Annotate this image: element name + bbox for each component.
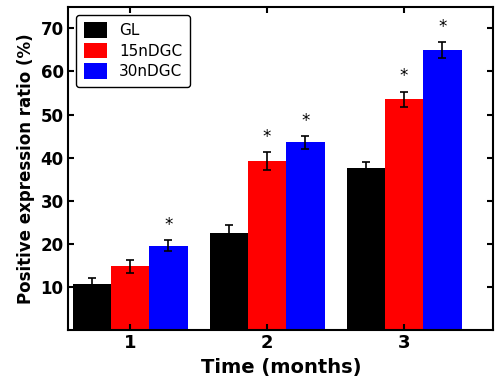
Bar: [346, 168, 385, 329]
Text: *: *: [263, 128, 272, 146]
Bar: [385, 99, 423, 329]
Bar: [248, 161, 286, 329]
Bar: [150, 246, 188, 329]
Bar: [423, 50, 462, 329]
Text: *: *: [301, 112, 310, 129]
Bar: [286, 142, 325, 329]
Text: *: *: [164, 216, 172, 234]
Text: *: *: [438, 18, 446, 36]
Bar: [210, 233, 248, 329]
Legend: GL, 15nDGC, 30nDGC: GL, 15nDGC, 30nDGC: [76, 15, 190, 87]
Bar: [111, 266, 150, 329]
Bar: [72, 284, 111, 329]
Text: *: *: [400, 67, 408, 85]
X-axis label: Time (months): Time (months): [200, 358, 361, 377]
Y-axis label: Positive expression ratio (%): Positive expression ratio (%): [17, 33, 35, 304]
